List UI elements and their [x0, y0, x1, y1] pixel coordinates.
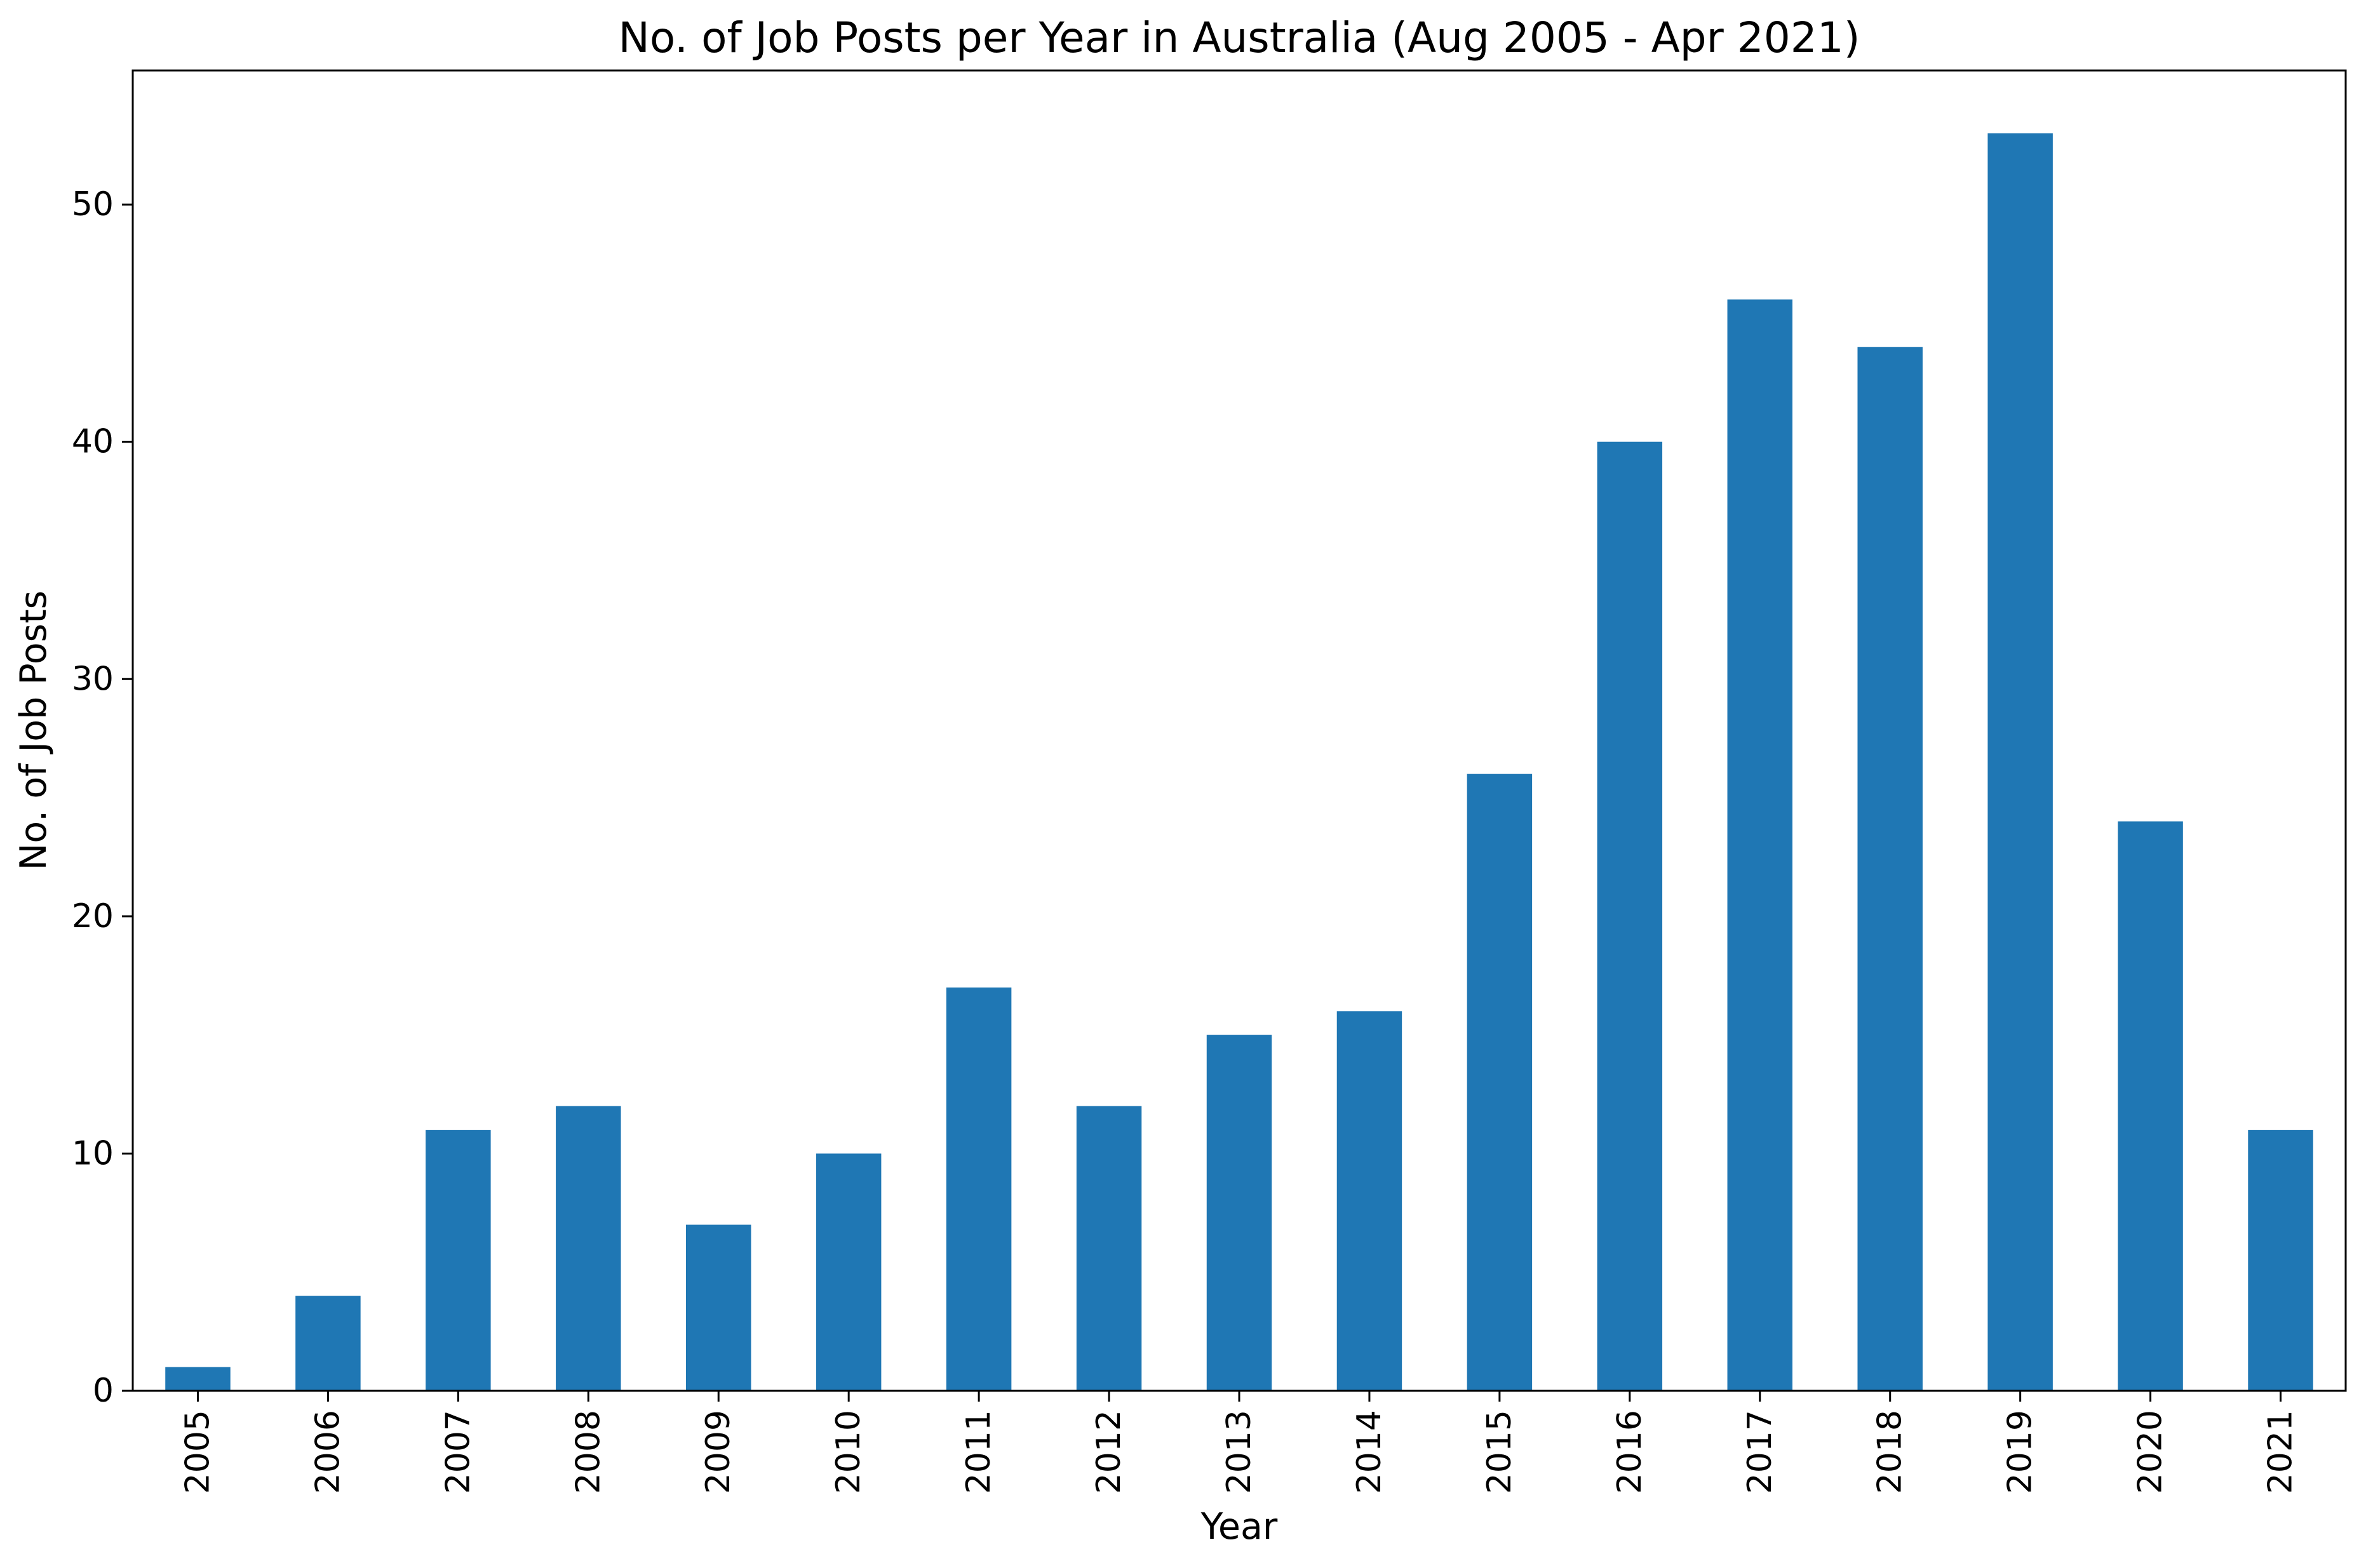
- bar-2009: [686, 1224, 751, 1391]
- bar-2015: [1467, 774, 1533, 1391]
- bar-2011: [946, 987, 1012, 1391]
- bar-2013: [1206, 1035, 1272, 1391]
- x-axis-label: Year: [1200, 1506, 1278, 1548]
- bar-2016: [1597, 441, 1663, 1391]
- bar-2012: [1076, 1106, 1142, 1391]
- x-tick-label-2016: 2016: [1611, 1410, 1649, 1494]
- y-tick-label-50: 50: [72, 185, 114, 224]
- bar-2021: [2248, 1130, 2313, 1391]
- x-tick-label-2015: 2015: [1481, 1410, 1519, 1494]
- bar-2017: [1727, 299, 1792, 1391]
- x-tick-label-2020: 2020: [2132, 1410, 2170, 1494]
- y-axis: 0 10 20 30 40 50: [72, 185, 133, 1410]
- bar-2014: [1336, 1011, 1402, 1391]
- x-tick-label-2008: 2008: [569, 1410, 607, 1494]
- x-tick-label-2021: 2021: [2262, 1410, 2300, 1494]
- x-tick-label-2014: 2014: [1350, 1410, 1388, 1494]
- plot-area: [165, 133, 2313, 1391]
- x-tick-label-2009: 2009: [699, 1410, 737, 1494]
- bar-2019: [1987, 133, 2053, 1391]
- bar-2010: [816, 1153, 882, 1391]
- y-tick-label-40: 40: [72, 423, 114, 461]
- x-tick-label-2012: 2012: [1090, 1410, 1128, 1494]
- bar-2007: [426, 1130, 491, 1391]
- bar-2005: [165, 1367, 231, 1391]
- y-tick-label-10: 10: [72, 1134, 114, 1172]
- x-tick-label-2019: 2019: [2001, 1410, 2040, 1494]
- bar-2018: [1857, 347, 1923, 1391]
- chart-title: No. of Job Posts per Year in Australia (…: [619, 13, 1860, 62]
- bar-2020: [2118, 821, 2183, 1391]
- y-tick-label-0: 0: [93, 1372, 114, 1410]
- bar-2008: [556, 1106, 621, 1391]
- bar-2006: [295, 1296, 361, 1391]
- x-tick-label-2005: 2005: [178, 1410, 217, 1494]
- x-axis: 2005 2006 2007 2008 2009 2010 2011 2012 2013 2014…: [178, 1391, 2300, 1494]
- plot-frame: [131, 69, 2347, 1392]
- x-tick-label-2013: 2013: [1220, 1410, 1258, 1494]
- y-tick-label-20: 20: [72, 897, 114, 935]
- x-tick-label-2018: 2018: [1871, 1410, 1909, 1494]
- x-tick-label-2007: 2007: [439, 1410, 477, 1494]
- x-tick-label-2011: 2011: [960, 1410, 998, 1494]
- y-tick-label-30: 30: [72, 660, 114, 698]
- x-tick-label-2017: 2017: [1741, 1410, 1779, 1494]
- x-tick-label-2010: 2010: [830, 1410, 868, 1494]
- x-tick-label-2006: 2006: [309, 1410, 347, 1494]
- y-axis-label: No. of Job Posts: [13, 591, 55, 871]
